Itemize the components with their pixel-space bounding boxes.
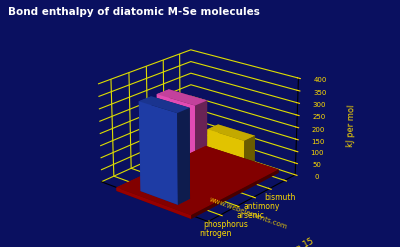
Y-axis label: Group 15: Group 15 <box>277 236 316 247</box>
Text: Bond enthalpy of diatomic M-Se molecules: Bond enthalpy of diatomic M-Se molecules <box>8 7 260 17</box>
Text: www.webelements.com: www.webelements.com <box>208 197 288 231</box>
